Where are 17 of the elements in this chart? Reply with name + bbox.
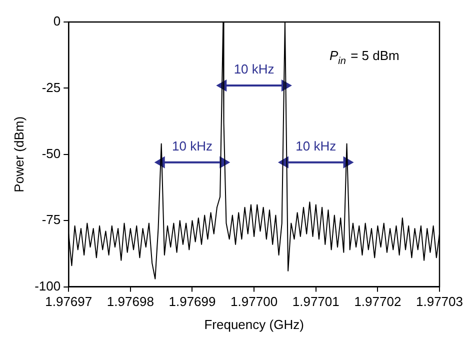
- x-axis-title: Frequency (GHz): [204, 316, 304, 332]
- y-axis-title: Power (dBm): [11, 116, 26, 192]
- y-tick-label: -100: [34, 278, 61, 294]
- y-tick-label: 0: [53, 14, 61, 29]
- x-tick-label: 1.97701: [292, 294, 340, 310]
- annotation: 10 kHz: [234, 62, 274, 77]
- x-tick-label: 1.97702: [354, 294, 402, 310]
- y-tick-label: -75: [42, 212, 61, 228]
- y-tick-label: -25: [42, 80, 61, 95]
- annotation: 10 kHz: [296, 138, 336, 154]
- x-tick-label: 1.97698: [106, 294, 154, 310]
- x-tick-label: 1.97703: [416, 294, 464, 310]
- x-tick-label: 1.97700: [230, 294, 278, 310]
- x-tick-label: 1.97697: [45, 294, 92, 310]
- x-tick-label: 1.97699: [168, 294, 216, 310]
- y-tick-label: -50: [42, 146, 61, 161]
- annotation: 10 kHz: [172, 138, 212, 154]
